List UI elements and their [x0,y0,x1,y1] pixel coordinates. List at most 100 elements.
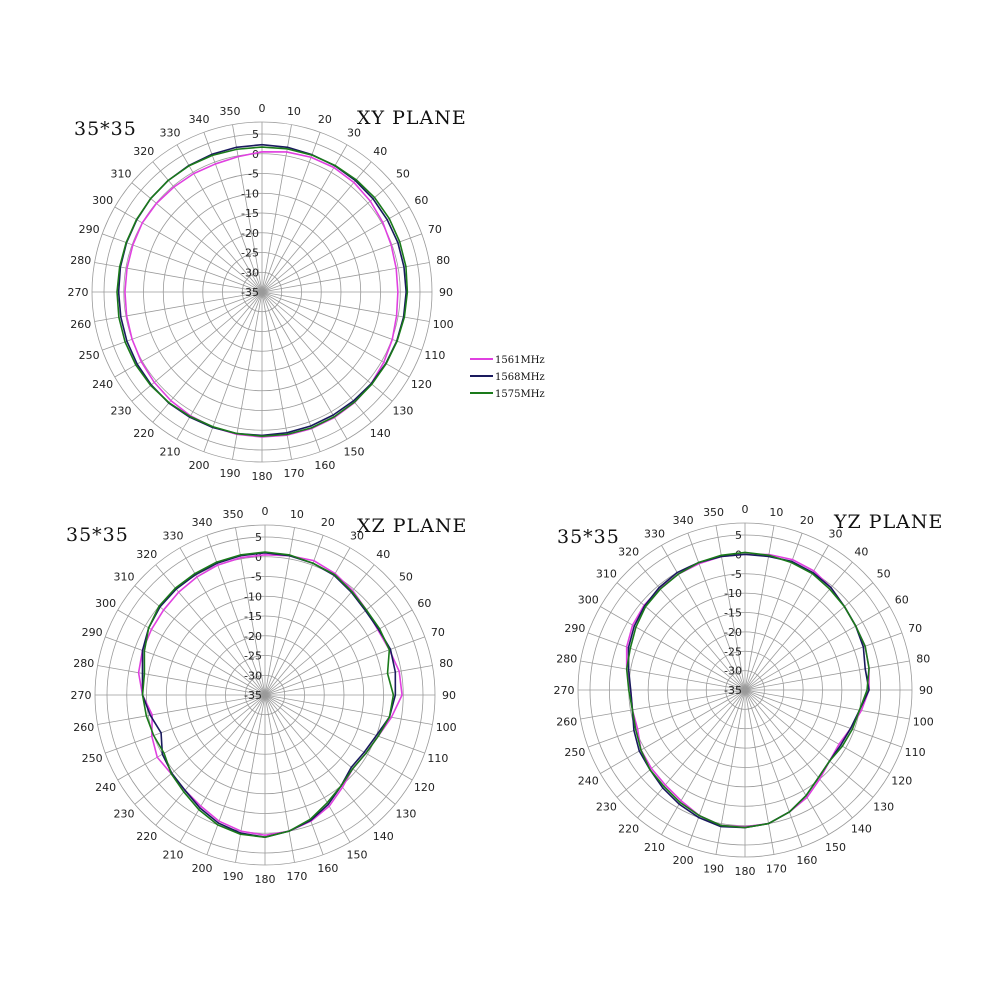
angle-tick-label: 200 [673,854,694,867]
angle-tick-label: 40 [373,145,387,158]
angle-tick-label: 250 [564,746,585,759]
angle-tick-label: 80 [436,254,450,267]
series-line-1575MHz [116,146,409,437]
angle-tick-label: 40 [376,548,390,561]
angle-tick-label: 220 [618,823,639,836]
angle-tick-label: 20 [800,514,814,527]
grid-spoke [152,161,263,293]
grid-spoke [744,606,890,691]
radial-tick-label: -30 [241,266,259,279]
chart-title: XZ PLANE [357,515,467,537]
angle-tick-label: 180 [735,865,756,878]
grid-spoke [744,689,903,748]
radial-tick-label: -20 [241,227,259,240]
angle-tick-label: 340 [673,514,694,527]
grid-spoke [105,636,266,696]
angle-tick-label: 330 [644,527,665,540]
angle-tick-label: 280 [73,657,94,670]
grid-spoke [715,525,746,691]
grid-spoke [744,561,853,691]
grid-spoke [203,291,263,452]
radial-tick-label: -35 [724,684,742,697]
grid-spoke [261,291,430,322]
radial-labels: 5 0 -5 -10 -15 -20 -25 -30 -35 [244,531,262,702]
grid-spoke [155,564,266,696]
angle-tick-label: 230 [114,807,135,820]
polar-grid [577,522,913,858]
angle-tick-label: 80 [439,657,453,670]
grid-spoke [232,124,263,293]
grid-spoke [264,694,324,855]
grid-spoke [744,660,910,691]
series-line-1575MHz [141,551,395,838]
grid-spoke [661,545,746,691]
yz-plane-polar-chart: 35*35 YZ PLANE 0 10 20 30 40 50 60 70 80 90 100 110… [554,503,943,878]
angle-tick-label: 110 [905,746,926,759]
angle-tick-label: 310 [596,568,617,581]
chart-title: XY PLANE [357,107,467,129]
radial-tick-label: 5 [735,529,742,542]
angle-tick-label: 60 [895,594,909,607]
angle-tick-label: 150 [825,841,846,854]
angle-tick-label: 140 [851,823,872,836]
angle-tick-label: 170 [283,467,304,480]
grid-spoke [264,564,375,696]
radial-tick-label: -10 [724,587,742,600]
angle-tick-label: 30 [347,127,361,140]
grid-spoke [744,689,874,798]
grid-spoke [264,535,324,696]
angle-tick-label: 10 [287,105,301,118]
legend-label: 1568MHz [495,372,545,383]
angle-tick-label: 280 [556,653,577,666]
grid-spoke [637,689,746,819]
angle-tick-label: 10 [769,506,783,519]
angle-tick-label: 240 [578,775,599,788]
grid-spoke [744,689,890,774]
radial-tick-label: -15 [244,610,262,623]
angle-tick-label: 220 [136,830,157,843]
angle-tick-label: 80 [916,653,930,666]
angle-tick-label: 160 [314,459,335,472]
grid-spoke [155,694,266,826]
angle-tick-label: 120 [411,378,432,391]
grid-spoke [94,262,263,293]
grid-spoke [744,689,829,835]
series-lines [137,551,403,838]
grid-spoke [179,547,266,696]
angle-tick-label: 0 [259,102,266,115]
angle-tick-label: 50 [396,168,410,181]
radial-tick-label: -10 [241,187,259,200]
series-lines [625,551,870,829]
angle-tick-label: 130 [873,800,894,813]
angle-tick-label: 270 [554,684,575,697]
legend-label: 1575MHz [495,389,545,400]
grid-spoke [264,694,396,805]
radial-tick-label: 5 [252,128,259,141]
angle-tick-label: 230 [596,800,617,813]
angle-tick-label: 290 [79,223,100,236]
angle-tick-label: 210 [644,841,665,854]
angle-tick-label: 60 [414,194,428,207]
size-label: 35*35 [66,524,129,546]
grid-spoke [264,665,433,696]
radial-tick-label: -25 [724,645,742,658]
angle-tick-label: 280 [70,254,91,267]
radial-tick-label: -25 [244,650,262,663]
angle-tick-label: 90 [439,286,453,299]
angle-tick-label: 70 [428,223,442,236]
angle-tick-label: 350 [220,105,241,118]
polar-grid [94,524,436,866]
grid-spoke [261,144,348,293]
angle-tick-label: 200 [189,459,210,472]
radial-tick-label: -30 [244,669,262,682]
series-lines [116,143,409,438]
angle-tick-label: 150 [347,848,368,861]
grid-spoke [744,689,853,819]
xy-plane-polar-chart: 35*35 XY PLANE 0 102030405060708090100110… [68,102,467,483]
radial-labels: 5 0 -5 -10 -15 -20 -25 -30 -35 [241,128,259,299]
angle-tick-label: 350 [703,506,724,519]
angle-tick-label: 350 [223,508,244,521]
grid-spoke [616,582,746,691]
grid-spoke [134,694,266,805]
